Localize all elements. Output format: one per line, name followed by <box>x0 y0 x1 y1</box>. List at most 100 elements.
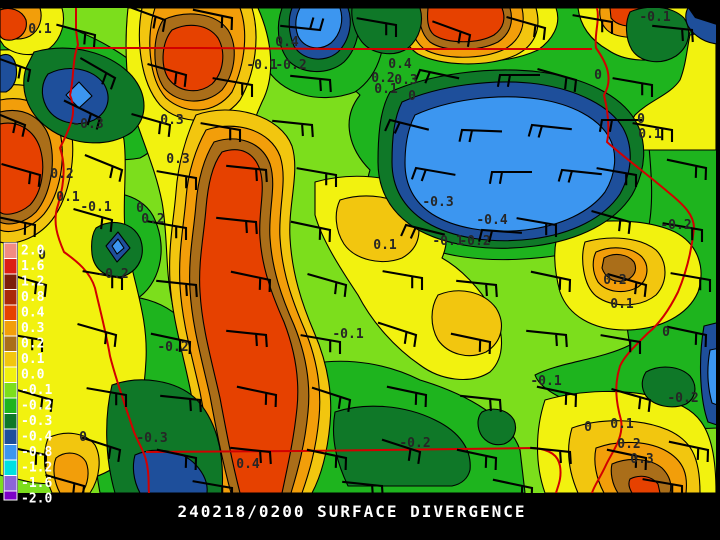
wind-barb-icon <box>410 166 456 182</box>
colorbar-segment <box>3 428 18 445</box>
wind-barb-icon <box>13 387 54 413</box>
wind-barb-icon <box>212 77 254 97</box>
wind-barb-icon <box>527 123 572 138</box>
contour-label: -0.1 <box>80 200 111 215</box>
wind-barb-icon <box>84 154 124 182</box>
colorbar: 2.01.61.20.80.40.30.20.10.0-0.1-0.2-0.3-… <box>3 242 52 507</box>
contour-label: -0.4 <box>476 213 507 228</box>
wind-barb-icon <box>600 334 642 354</box>
wind-barb-icon <box>230 270 272 293</box>
contour-label: 0.2 <box>141 212 164 227</box>
colorbar-segment <box>3 320 18 337</box>
wind-barb-icon <box>596 167 638 187</box>
contour-label: -0.1 <box>246 58 277 73</box>
wind-barb-icon <box>460 394 502 413</box>
wind-barb-icon <box>156 448 198 471</box>
colorbar-label: -0.8 <box>21 445 52 460</box>
wind-barb-icon <box>612 77 654 97</box>
contour-label: 0.3 <box>160 113 183 128</box>
frame-bottom-titlebar <box>0 493 720 540</box>
contour-label: -0.3 <box>136 431 167 446</box>
wind-barb-icon <box>280 17 325 32</box>
border-left-river <box>54 8 150 494</box>
contour-label: -0.1 <box>639 10 670 25</box>
contour-label: 0 <box>38 248 46 263</box>
wind-barb-icon <box>526 329 568 348</box>
contour-label: 0.1 <box>610 297 634 312</box>
wind-barb-icon <box>478 228 522 243</box>
contour-label: -0.2 <box>667 391 698 406</box>
amber-blob-center-bottom <box>431 290 502 357</box>
wind-barb-icon <box>0 216 37 238</box>
blue-core-lake <box>404 96 616 232</box>
wind-barb-icon <box>306 448 348 471</box>
contour-label: 0 <box>584 420 592 435</box>
contour-label: -0.2 <box>275 58 306 73</box>
wind-barb-icon <box>156 170 198 190</box>
contour-label: 0.2 <box>617 437 640 452</box>
colorbar-label: -0.3 <box>21 414 52 429</box>
wind-barb-icon <box>147 62 188 88</box>
wind-barb-icon <box>73 207 114 233</box>
contour-label: 0 <box>662 325 670 340</box>
darkgreen-blob-rightmid <box>641 366 696 408</box>
wind-barb-icon <box>290 220 332 243</box>
wind-barb-icon <box>496 73 540 87</box>
contour-label: -0.3 <box>422 195 453 210</box>
colorbar-segment <box>3 258 18 275</box>
contour-label: 0.4 <box>275 35 299 50</box>
wind-barb-icon <box>156 279 198 298</box>
wind-barb-icon <box>611 387 652 413</box>
wind-barb-icon <box>670 272 712 292</box>
wind-barb-icon <box>79 57 117 90</box>
contour-label: 0.1 <box>610 417 634 432</box>
contour-label: 0.3 <box>166 152 189 167</box>
wind-barb-icon <box>488 170 532 184</box>
colorbar-segment <box>3 351 18 368</box>
colorbar-segment <box>3 382 18 399</box>
colorbar-label: 1.2 <box>21 275 44 290</box>
red-core-topcenterright <box>426 7 505 43</box>
red-core-snake <box>199 149 299 494</box>
wind-barb-icon <box>557 168 602 183</box>
contour-label: -0.2 <box>459 234 490 249</box>
wind-barb-icon <box>607 272 648 298</box>
wind-barb-icon <box>150 332 192 355</box>
frame-top <box>0 0 720 8</box>
colorbar-segment <box>3 335 18 352</box>
contour-fills <box>0 6 720 494</box>
wind-barb-icon <box>536 385 578 408</box>
blue-diamond-leftmid <box>111 238 125 255</box>
darkgreen-blob-belowlake <box>477 408 517 446</box>
wind-barb-icon <box>666 325 708 348</box>
contour-label: -0.2 <box>157 340 188 355</box>
colorbar-label: -0.2 <box>21 399 52 414</box>
contour-label: -0.2 <box>97 267 128 282</box>
colorbar-segment <box>3 242 18 259</box>
contour-label: -0.1 <box>530 374 561 389</box>
wind-barb-icon <box>230 446 272 465</box>
wind-barb-icon <box>384 118 430 134</box>
wind-barb-icon <box>450 332 492 355</box>
colorbar-label: -0.1 <box>21 383 52 398</box>
colorbar-label: -2.0 <box>21 492 52 507</box>
wind-barb-icon <box>662 222 704 242</box>
wind-barb-icon <box>160 394 202 413</box>
colorbar-segment <box>3 397 18 414</box>
wind-barb-icon <box>606 448 648 471</box>
wind-barb-icon <box>272 119 314 138</box>
wind-barb-icon <box>216 216 258 235</box>
contour-label: 0.2 <box>50 167 73 182</box>
colorbar-endcap <box>3 490 18 501</box>
border-right-river <box>591 7 695 494</box>
wind-barb-icon <box>537 67 578 93</box>
colorbar-label: -1.6 <box>21 476 52 491</box>
colorbar-label: 0.3 <box>21 321 44 336</box>
contour-label: -0.2 <box>399 436 430 451</box>
wind-barb-icon <box>458 128 503 143</box>
wind-barb-icon <box>516 217 558 237</box>
wind-barb-icon <box>456 448 498 471</box>
blue-core-topcenter <box>295 7 343 49</box>
